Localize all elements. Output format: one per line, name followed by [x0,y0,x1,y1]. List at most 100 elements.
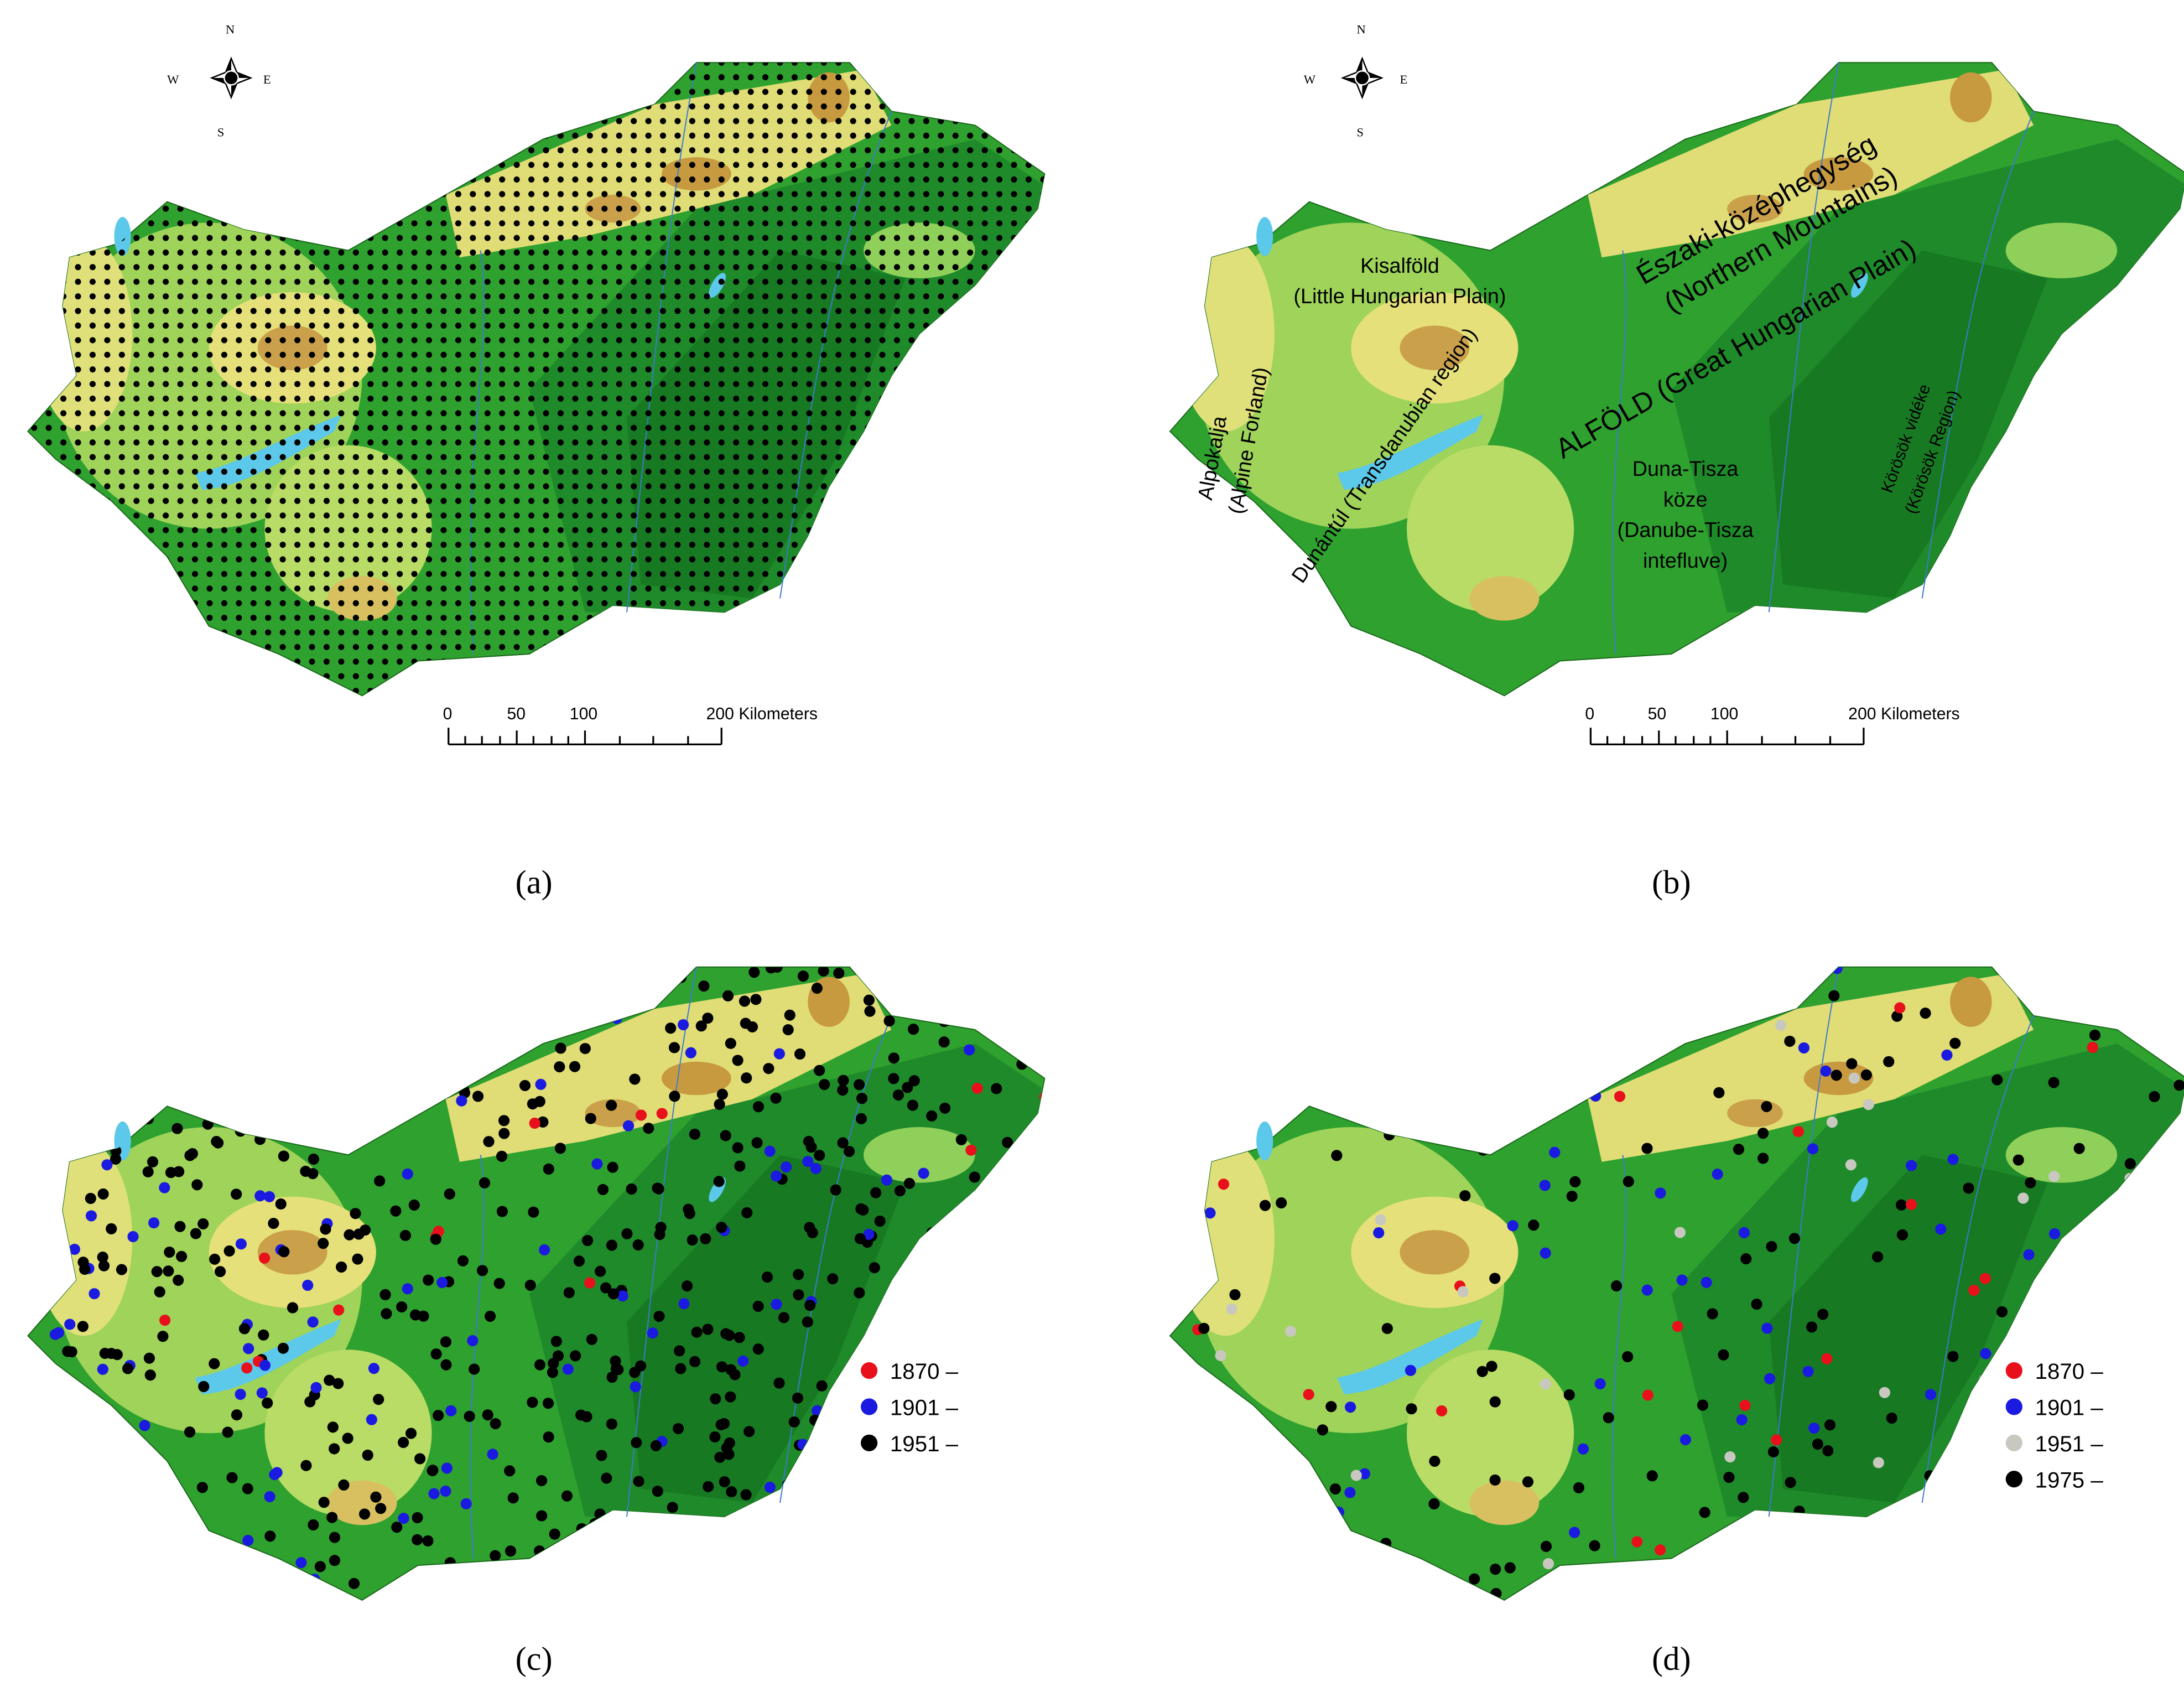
grid-point [938,308,944,314]
station [834,1379,846,1390]
grid-point [338,351,345,358]
station [329,1555,341,1566]
grid-point [470,132,476,139]
station [68,1046,80,1057]
grid-point [60,147,67,154]
station [245,1058,256,1070]
grid-point [659,381,667,387]
station [589,1518,601,1529]
grid-point [893,570,901,577]
grid-point [367,454,374,460]
grid-point [513,395,520,402]
station [764,1145,776,1157]
grid-point [265,673,272,679]
station [457,1043,469,1055]
grid-point [557,468,564,475]
grid-point [572,629,579,636]
station [1674,1227,1686,1238]
grid-point [528,293,535,300]
grid-point [191,147,199,154]
grid-point [967,381,974,387]
station [1764,1373,1776,1384]
grid-point [689,570,695,577]
station [855,1113,867,1124]
grid-point [733,643,740,650]
grid-point [674,89,681,95]
grid-point [938,454,944,460]
station [1968,1284,1980,1296]
grid-point [294,497,301,504]
grid-point [221,410,227,417]
grid-point [659,220,667,227]
grid-point [747,570,754,577]
station [74,1078,86,1089]
grid-point [440,118,447,124]
grid-point [806,249,813,256]
grid-point [850,235,856,241]
station [1589,1540,1600,1551]
grid-point [75,293,81,300]
grid-point [1055,118,1061,124]
grid-point [879,74,886,81]
grid-point [104,308,111,314]
grid-point [938,63,944,66]
station [1594,1378,1606,1390]
grid-point [879,658,886,665]
grid-point [60,643,67,650]
grid-point [455,600,461,606]
grid-point [279,249,286,256]
grid-point [981,468,988,475]
grid-point [938,278,944,285]
grid-point [865,278,871,285]
grid-point [104,337,111,344]
station [1254,1449,1266,1460]
grid-point [133,191,140,198]
grid-point [17,235,23,241]
grid-point [60,658,67,665]
grid-point [89,162,96,168]
station [258,1329,269,1341]
region-label: Duna-Tisza [1632,457,1739,480]
grid-point [820,235,827,241]
grid-point [148,176,154,183]
grid-point [60,235,67,241]
grid-point [865,658,871,665]
grid-point [367,249,374,256]
grid-point [923,556,929,563]
grid-point [791,118,798,124]
grid-point [952,74,959,81]
grid-point [191,337,199,344]
grid-point [397,176,403,183]
grid-point [543,381,549,387]
station [585,1113,596,1124]
grid-point [31,235,38,241]
grid-point [616,176,622,183]
grid-point [674,688,681,694]
grid-point [586,162,593,168]
grid-point [586,497,593,504]
station [430,1233,441,1245]
station [938,1036,950,1048]
grid-point [791,337,798,344]
station [147,1156,159,1167]
station [1991,1074,2003,1086]
grid-point [75,162,81,168]
grid-point [265,103,272,110]
grid-point [206,439,213,446]
station [402,1283,413,1295]
station [243,1090,254,1102]
grid-point [411,366,418,373]
grid-point [543,118,549,124]
grid-point [411,132,418,139]
grid-point [513,118,520,124]
station [804,1222,815,1233]
grid-point [1055,527,1061,533]
grid-point [425,264,433,271]
grid-point [1011,570,1017,577]
grid-point [338,278,345,285]
grid-point [60,322,67,329]
grid-point [981,643,988,650]
grid-point [1055,658,1061,665]
grid-point [704,424,710,431]
grid-point [206,542,213,548]
